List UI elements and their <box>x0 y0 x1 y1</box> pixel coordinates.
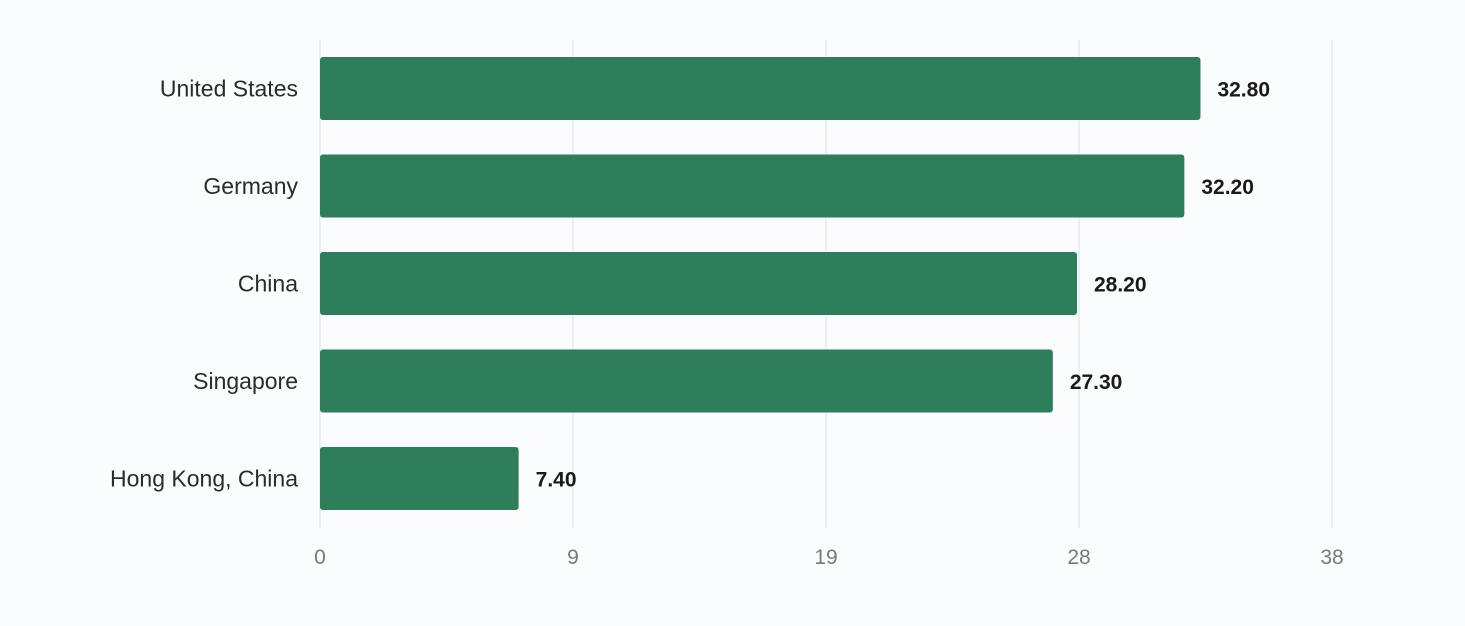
value-label-china: 28.20 <box>1094 274 1147 297</box>
bar-united-states <box>320 57 1201 120</box>
value-label-united-states: 32.80 <box>1217 79 1270 102</box>
category-labels: United States Germany China Singapore Hong K… <box>110 76 298 492</box>
value-label-singapore: 27.30 <box>1070 371 1123 394</box>
category-label-united-states: United States <box>160 76 298 102</box>
category-label-germany: Germany <box>203 173 298 199</box>
x-tick-label: 28 <box>1067 546 1090 569</box>
bar-china <box>320 252 1077 315</box>
x-tick-label: 19 <box>814 546 837 569</box>
bar-germany <box>320 154 1185 218</box>
value-labels: 32.80 32.20 28.20 27.30 7.40 <box>536 79 1270 492</box>
value-label-hong-kong-china: 7.40 <box>536 469 577 492</box>
x-tick-label: 0 <box>314 546 326 569</box>
category-label-singapore: Singapore <box>193 368 298 394</box>
x-axis-ticks: 0 9 19 28 38 <box>314 546 1344 569</box>
category-label-china: China <box>238 271 298 297</box>
bar-hong-kong-china <box>320 447 519 510</box>
category-label-hong-kong-china: Hong Kong, China <box>110 466 298 492</box>
bar-singapore <box>320 349 1053 413</box>
value-label-germany: 32.20 <box>1201 176 1254 199</box>
bars <box>320 57 1201 510</box>
x-tick-label: 9 <box>567 546 579 569</box>
x-tick-label: 38 <box>1320 546 1343 569</box>
